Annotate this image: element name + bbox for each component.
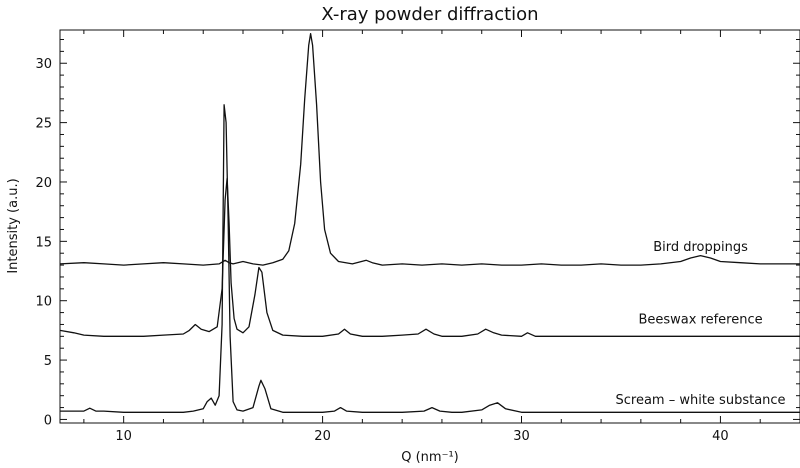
plot-frame: [59, 29, 800, 424]
y-tick-label: 10: [35, 295, 52, 310]
chart-title: X-ray powder diffraction: [321, 4, 538, 25]
series-line-bird-droppings: [59, 32, 800, 266]
x-tick-label: 20: [314, 429, 331, 444]
x-tick-label: 30: [513, 429, 530, 444]
y-tick-label: 25: [35, 117, 52, 132]
y-tick-label: 15: [35, 235, 52, 250]
x-tick-label: 40: [712, 429, 729, 444]
y-tick-label: 5: [44, 354, 52, 369]
y-tick-label: 20: [35, 176, 52, 191]
series-label-scream-white-substance: Scream – white substance: [616, 393, 786, 408]
series-layer: Bird droppings Beeswax reference Scream – …: [59, 32, 800, 413]
series-line-scream-white-substance: [60, 104, 800, 413]
x-axis-label: Q (nm⁻¹): [401, 450, 458, 465]
y-tick-label: 0: [44, 413, 52, 428]
series-label-beeswax-reference: Beeswax reference: [638, 312, 762, 327]
y-axis-label: Intensity (a.u.): [6, 178, 21, 273]
x-tick-label: 10: [115, 429, 132, 444]
series-line-beeswax-reference: [59, 177, 800, 337]
series-label-bird-droppings: Bird droppings: [653, 240, 748, 255]
axis-ticks: 10 20 30 40 0 5 10 15 20 25 30: [35, 30, 800, 444]
y-tick-label: 30: [35, 57, 52, 72]
